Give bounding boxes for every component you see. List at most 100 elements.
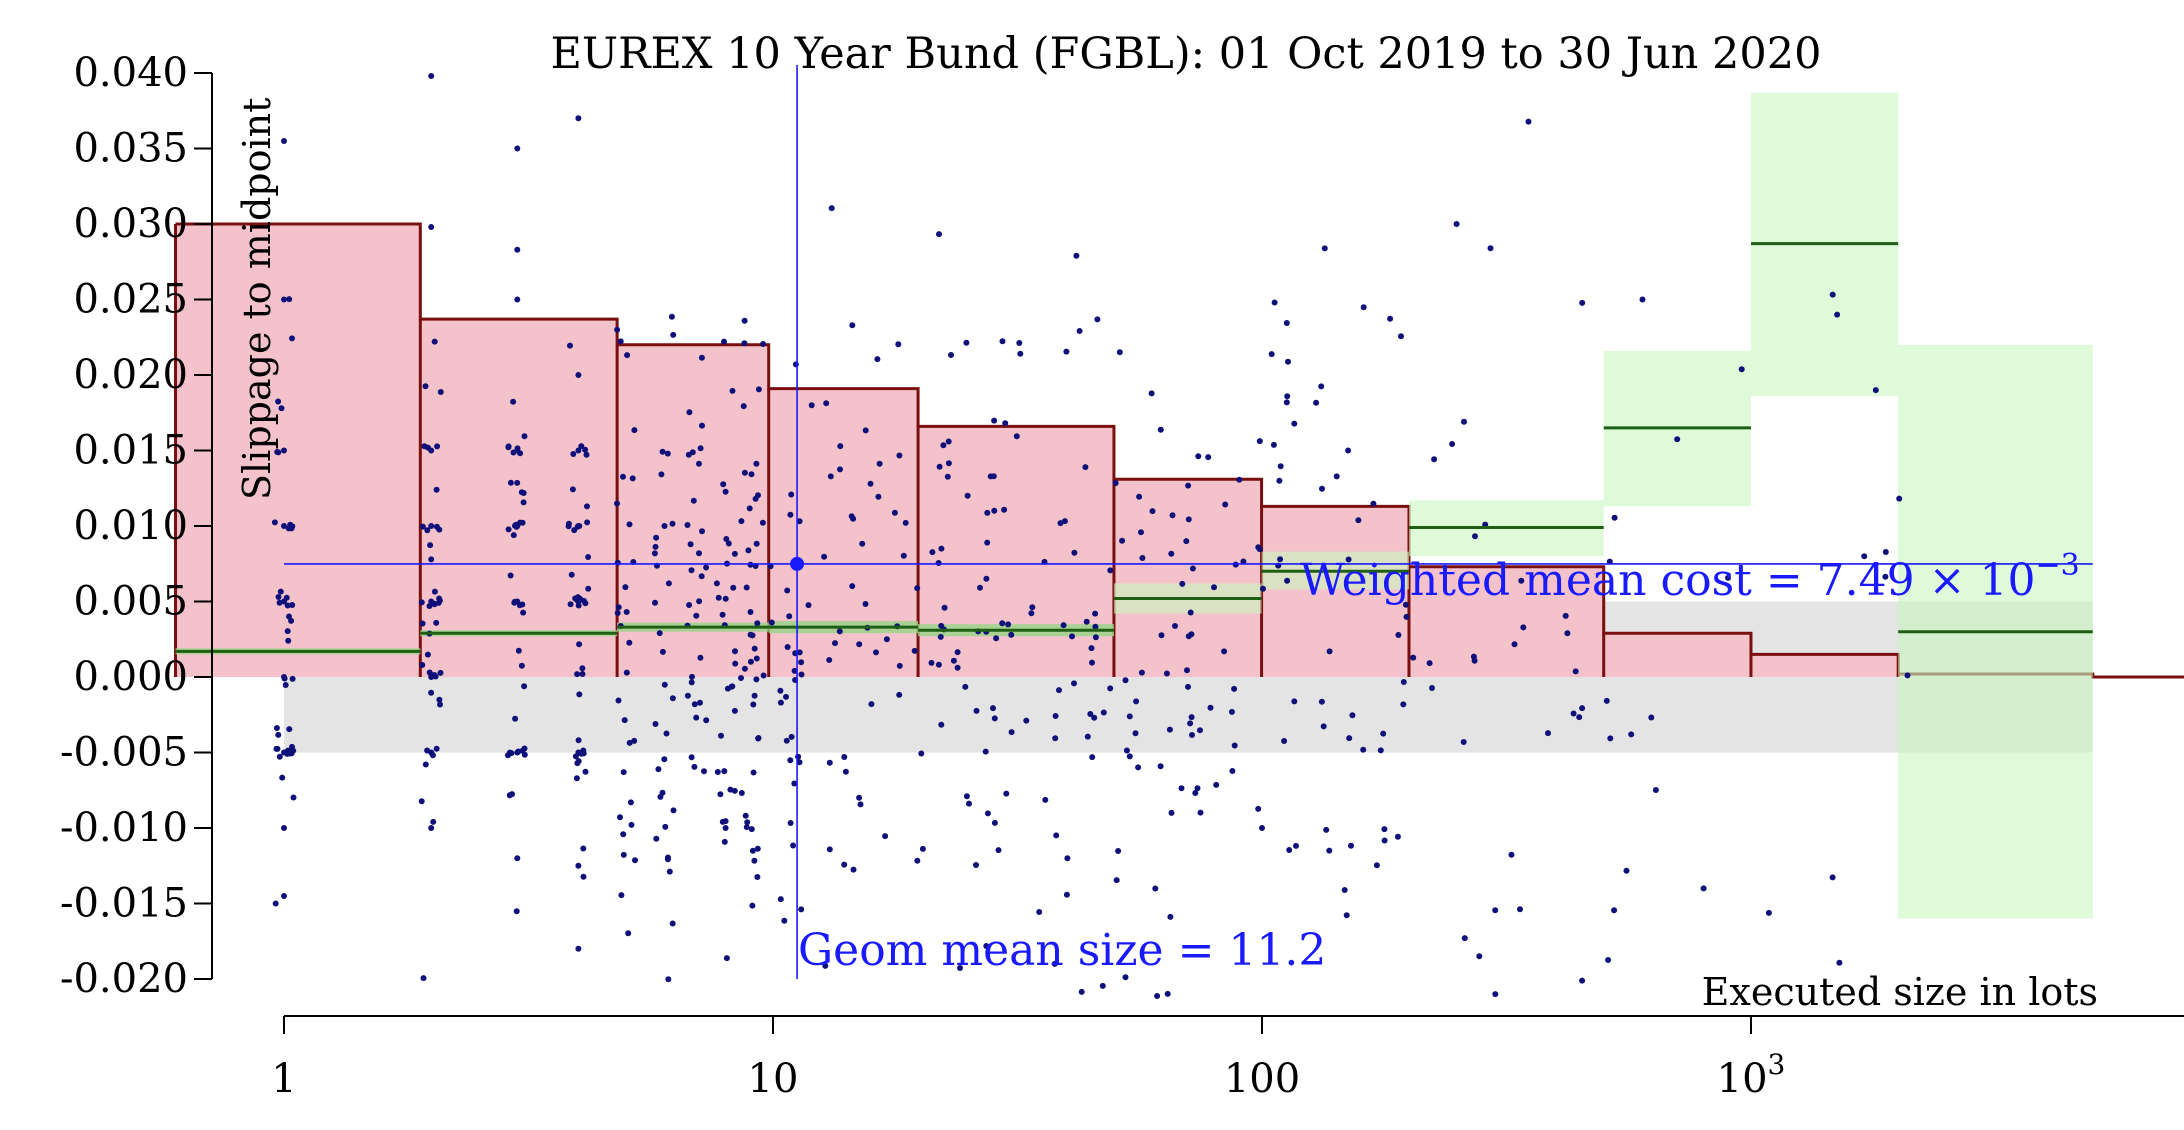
data-point-714 — [1453, 221, 1460, 227]
data-point-616 — [1429, 685, 1435, 691]
data-point-366 — [875, 493, 882, 500]
data-point-632 — [1518, 577, 1525, 584]
data-point-5 — [284, 628, 291, 635]
data-point-284 — [748, 826, 755, 833]
data-point-292 — [751, 692, 758, 699]
data-point-533 — [1184, 667, 1190, 674]
y-tick-label-2: 0.030 — [73, 201, 188, 247]
data-point-28 — [275, 731, 282, 738]
data-point-43 — [419, 523, 426, 530]
data-point-341 — [791, 780, 798, 787]
data-point-628 — [1471, 657, 1478, 664]
data-point-201 — [670, 331, 677, 338]
data-point-452 — [990, 705, 996, 712]
data-point-488 — [1084, 733, 1091, 740]
data-point-525 — [1189, 732, 1195, 738]
data-point-415 — [973, 707, 980, 714]
data-point-225 — [686, 602, 693, 608]
data-point-419 — [954, 649, 961, 656]
data-point-371 — [849, 322, 856, 329]
data-point-711 — [1183, 538, 1190, 545]
data-point-372 — [832, 640, 838, 647]
data-point-198 — [653, 835, 660, 842]
data-point-637 — [1511, 641, 1518, 648]
data-point-575 — [1277, 556, 1284, 563]
y-tick-label-6: 0.010 — [73, 503, 188, 549]
y-tick-label-7: 0.005 — [73, 579, 188, 625]
data-point-103 — [520, 490, 527, 496]
data-point-352 — [822, 962, 829, 969]
data-point-446 — [1002, 420, 1009, 427]
data-point-395 — [900, 552, 907, 559]
data-point-57 — [434, 443, 441, 450]
data-point-306 — [738, 790, 745, 796]
data-point-183 — [617, 814, 623, 821]
data-point-280 — [753, 460, 760, 467]
x-axis-label: Executed size in lots — [1702, 970, 2098, 1014]
data-point-120 — [585, 554, 592, 560]
data-point-655 — [1607, 735, 1614, 742]
data-point-430 — [963, 793, 970, 800]
data-point-544 — [1205, 454, 1212, 461]
data-point-246 — [690, 497, 697, 504]
data-point-451 — [984, 539, 991, 546]
data-point-506 — [1100, 709, 1107, 716]
data-point-392 — [940, 442, 947, 449]
weighted-mean-label-exponent: −3 — [2035, 548, 2079, 583]
data-point-383 — [841, 754, 848, 760]
data-point-570 — [1256, 438, 1263, 445]
data-point-373 — [873, 649, 879, 656]
data-point-534 — [1211, 584, 1217, 591]
data-point-594 — [1346, 735, 1353, 742]
data-point-142 — [579, 671, 586, 677]
data-point-623 — [1472, 533, 1478, 540]
data-point-370 — [850, 866, 857, 873]
data-point-472 — [1051, 960, 1058, 967]
data-point-502 — [1107, 685, 1114, 692]
data-point-410 — [945, 438, 952, 445]
data-point-698 — [575, 749, 582, 756]
data-point-701 — [575, 372, 582, 378]
data-point-58 — [428, 689, 435, 696]
data-point-161 — [620, 473, 626, 480]
data-point-166 — [627, 799, 634, 806]
data-point-580 — [1319, 485, 1325, 492]
data-point-448 — [991, 507, 998, 514]
data-point-390 — [896, 452, 903, 459]
data-point-493 — [1083, 618, 1090, 625]
data-point-437 — [999, 620, 1006, 627]
data-point-374 — [842, 768, 849, 775]
data-point-228 — [698, 573, 705, 580]
data-point-60 — [437, 389, 444, 395]
data-point-662 — [1738, 366, 1745, 373]
y-tick-label-8: 0.000 — [73, 654, 188, 700]
data-point-500 — [1116, 349, 1123, 356]
data-point-385 — [859, 540, 866, 547]
data-point-650 — [1605, 957, 1612, 963]
data-point-708 — [856, 794, 863, 801]
data-point-229 — [696, 550, 702, 557]
data-point-484 — [1099, 982, 1106, 989]
data-point-140 — [567, 342, 573, 349]
data-point-29 — [285, 637, 292, 644]
data-point-307 — [741, 317, 748, 324]
data-point-491 — [1132, 730, 1139, 737]
data-point-460 — [1060, 622, 1067, 629]
data-point-368 — [841, 861, 848, 868]
data-point-340 — [823, 400, 830, 407]
data-point-179 — [625, 930, 632, 937]
data-point-703 — [575, 115, 582, 122]
data-point-653 — [1628, 731, 1635, 738]
data-point-496 — [1092, 610, 1099, 617]
data-point-549 — [1236, 476, 1243, 483]
data-point-426 — [983, 943, 990, 949]
data-point-187 — [621, 717, 628, 724]
data-point-528 — [1197, 727, 1203, 734]
data-point-326 — [760, 341, 767, 347]
data-point-276 — [727, 786, 734, 793]
geom-mean-label: Geom mean size = 11.2 — [798, 925, 1326, 976]
data-point-598 — [1343, 912, 1350, 919]
data-point-669 — [1882, 573, 1889, 580]
data-point-709 — [964, 492, 971, 499]
data-point-520 — [1123, 747, 1130, 754]
